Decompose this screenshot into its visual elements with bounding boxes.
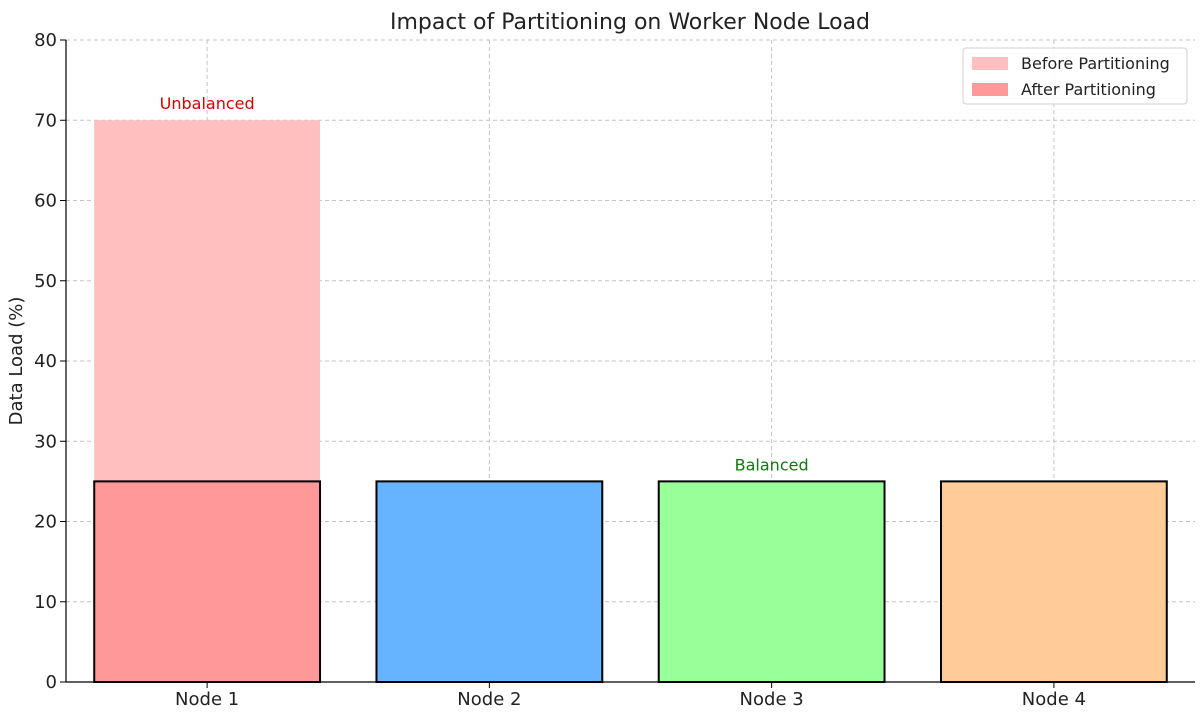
- bar-after-3: [657, 480, 886, 683]
- y-tick-label: 80: [34, 30, 57, 51]
- y-tick-label: 10: [34, 592, 57, 613]
- legend-swatch: [972, 83, 1008, 96]
- x-tick-label: Node 2: [457, 689, 521, 710]
- x-tick-labels: Node 1 Node 2 Node 3 Node 4: [175, 682, 1086, 710]
- annotations: Unbalanced Balanced: [160, 94, 809, 474]
- x-tick-label: Node 4: [1022, 689, 1086, 710]
- legend-label: After Partitioning: [1021, 80, 1156, 99]
- annotation-unbalanced: Unbalanced: [160, 94, 255, 113]
- bar-after-2: [375, 480, 604, 683]
- y-tick-label: 30: [34, 431, 57, 452]
- series-after-partitioning: [93, 480, 1168, 683]
- bar-after-4: [939, 480, 1168, 683]
- legend-swatch: [972, 57, 1008, 70]
- legend: Before Partitioning After Partitioning: [962, 47, 1188, 105]
- legend-frame: [962, 47, 1188, 105]
- y-tick-label: 50: [34, 271, 57, 292]
- bar-after-1: [93, 480, 322, 683]
- y-axis-label: Data Load (%): [6, 297, 27, 426]
- legend-label: Before Partitioning: [1021, 54, 1170, 73]
- x-tick-label: Node 3: [740, 689, 804, 710]
- y-tick-label: 60: [34, 191, 57, 212]
- x-tick-label: Node 1: [175, 689, 239, 710]
- y-tick-labels: 0 10 20 30 40 50 60 70 80: [34, 30, 66, 693]
- chart-title: Impact of Partitioning on Worker Node Lo…: [390, 10, 870, 35]
- y-tick-label: 0: [46, 672, 57, 693]
- y-tick-label: 70: [34, 110, 57, 131]
- y-tick-label: 20: [34, 512, 57, 533]
- y-tick-label: 40: [34, 351, 57, 372]
- annotation-balanced: Balanced: [735, 455, 809, 474]
